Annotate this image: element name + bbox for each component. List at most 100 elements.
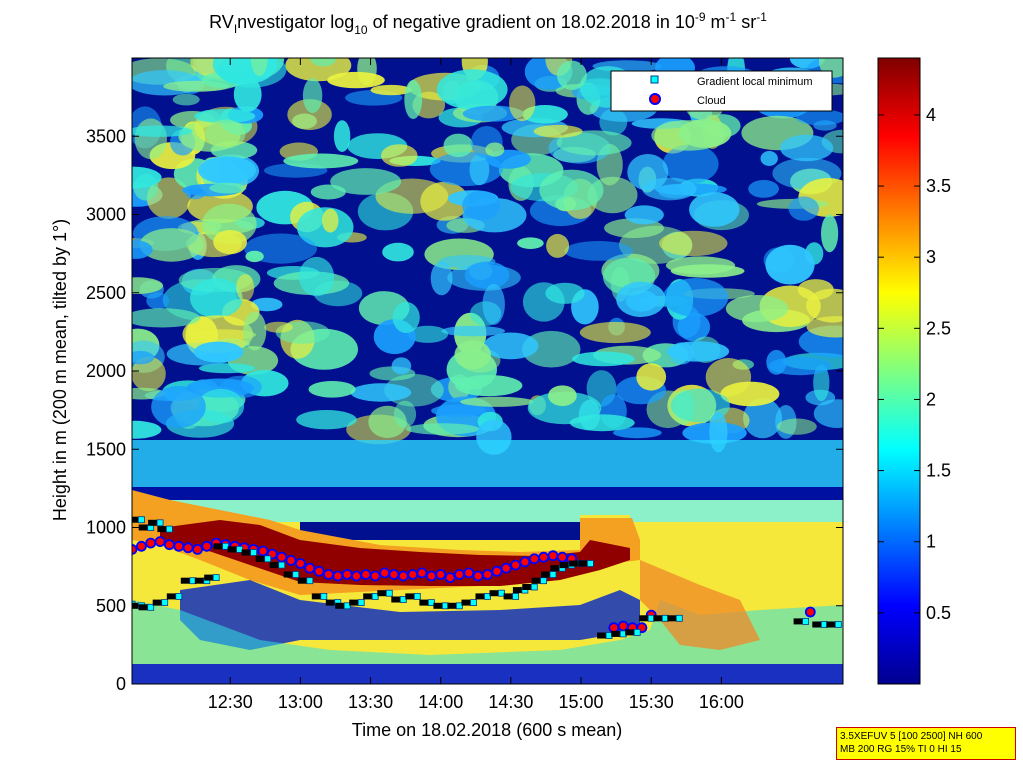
- minimum-marker: [675, 614, 683, 622]
- minimum-shadow: [625, 629, 638, 636]
- heatmap-cell: [556, 130, 632, 156]
- heatmap-cell: [212, 58, 277, 85]
- heatmap-cell: [146, 292, 170, 310]
- cloud-marker: [135, 540, 147, 552]
- minimum-shadow: [826, 621, 839, 628]
- y-tick-label: 2000: [86, 361, 126, 381]
- x-tick-label: 14:30: [488, 692, 533, 712]
- heatmap-cell: [298, 256, 335, 297]
- minimum-shadow: [363, 593, 376, 600]
- x-tick-label: 13:30: [348, 692, 393, 712]
- heatmap-cell: [296, 410, 357, 430]
- cloud-marker: [435, 569, 447, 580]
- cloud-marker: [804, 606, 816, 618]
- heatmap-cell: [132, 308, 201, 328]
- heatmap-cell: [287, 99, 332, 131]
- x-tick-label: 14:00: [418, 692, 463, 712]
- y-tick-label: 500: [96, 596, 126, 616]
- heatmap-cell: [462, 190, 500, 221]
- heatmap-cell: [556, 60, 587, 90]
- y-axis-ticks: 0 500 1000 1500 2000 2500 3000 3500: [86, 126, 843, 694]
- legend-cloud-marker: [649, 93, 661, 105]
- minimum-marker: [306, 577, 314, 585]
- heatmap-cell: [182, 315, 254, 353]
- title-unit-sr: sr: [736, 12, 756, 32]
- heatmap-cell: [464, 261, 510, 289]
- cloud-marker: [154, 536, 166, 547]
- cloud-marker: [163, 539, 175, 551]
- info-box-line2: MB 200 RG 15% TI 0 HI 15: [840, 744, 962, 755]
- cloud-markers: [132, 536, 816, 634]
- heatmap-cell: [172, 93, 200, 106]
- x-axis-ticks: 12:30 13:00 13:30 14:00 14:30 15:00 15:30 16:00: [208, 58, 744, 712]
- minimum-marker: [250, 549, 258, 556]
- minimum-shadow: [148, 519, 161, 526]
- heatmap-cell: [132, 240, 153, 259]
- heatmap-cell: [431, 404, 487, 417]
- heatmap-cell: [322, 208, 339, 233]
- minimum-shadow: [227, 546, 240, 553]
- heatmap-cell: [813, 399, 843, 428]
- heatmap-cell: [460, 396, 535, 407]
- heatmap-cell: [517, 237, 544, 249]
- minimum-marker: [292, 571, 300, 578]
- minimum-marker: [834, 621, 842, 628]
- minimum-marker: [156, 519, 164, 527]
- cloud-marker: [463, 567, 475, 579]
- heatmap-cell: [485, 142, 505, 157]
- heatmap-cell: [132, 166, 162, 189]
- legend-cloud-label: Cloud: [697, 95, 726, 107]
- heatmap-cell: [392, 302, 420, 333]
- legend-box: [610, 70, 833, 112]
- minimum-shadow: [138, 604, 151, 611]
- minimum-shadow: [405, 593, 418, 600]
- minimum-marker: [161, 599, 169, 606]
- cloud-marker: [332, 570, 344, 582]
- y-tick-label: 1000: [86, 518, 126, 538]
- colorbar-ticks: 0.5 1 1.5 2 2.5 3 3.5 4: [878, 105, 951, 623]
- cloud-marker: [360, 569, 372, 580]
- heatmap-cell: [539, 169, 604, 211]
- cloud-marker: [201, 540, 213, 552]
- cloud-marker: [388, 569, 400, 580]
- heatmap-cell: [186, 378, 254, 398]
- heatmap-band-light: [132, 500, 843, 522]
- heatmap-cell: [193, 341, 244, 363]
- heatmap-cell: [482, 283, 505, 325]
- minimum-marker: [399, 596, 407, 603]
- minimum-shadow: [461, 599, 474, 606]
- cloud-marker: [416, 567, 428, 579]
- heatmap-cell: [198, 363, 256, 374]
- cloud-marker: [192, 544, 203, 555]
- heatmap-cell: [404, 79, 423, 120]
- cloud-marker: [341, 569, 353, 580]
- heatmap-cell: [245, 250, 264, 263]
- heatmap-cell: [250, 58, 268, 76]
- minimum-marker: [549, 571, 557, 578]
- cloud-marker: [285, 555, 297, 566]
- minimum-shadow: [335, 602, 348, 609]
- heatmap-cell: [393, 400, 417, 428]
- colorbar-tick-label: 4: [926, 105, 936, 125]
- legend-minimum-marker: [650, 75, 659, 84]
- heatmap-cell: [333, 120, 351, 152]
- heatmap-cell: [198, 156, 256, 184]
- title-rest: of negative gradient on 18.02.2018 in 10: [368, 12, 695, 32]
- minimum-shadow: [531, 577, 544, 584]
- x-tick-label: 15:00: [559, 692, 604, 712]
- minimum-shadow: [447, 602, 460, 609]
- minimum-marker: [343, 602, 351, 610]
- heatmap-cell: [768, 356, 831, 376]
- minimum-shadow: [311, 593, 324, 600]
- minimum-marker: [587, 560, 594, 567]
- colorbar-tick-label: 2: [926, 389, 936, 409]
- y-tick-label: 3000: [86, 205, 126, 225]
- title-sub-10: 10: [354, 23, 368, 37]
- x-tick-label: 12:30: [208, 692, 253, 712]
- heatmap-cell: [572, 351, 635, 367]
- cloud-marker: [369, 570, 381, 582]
- heatmap-cell: [662, 278, 729, 317]
- minimum-marker: [175, 593, 183, 600]
- heatmap-cell: [134, 118, 167, 160]
- heatmap-cell: [666, 341, 730, 362]
